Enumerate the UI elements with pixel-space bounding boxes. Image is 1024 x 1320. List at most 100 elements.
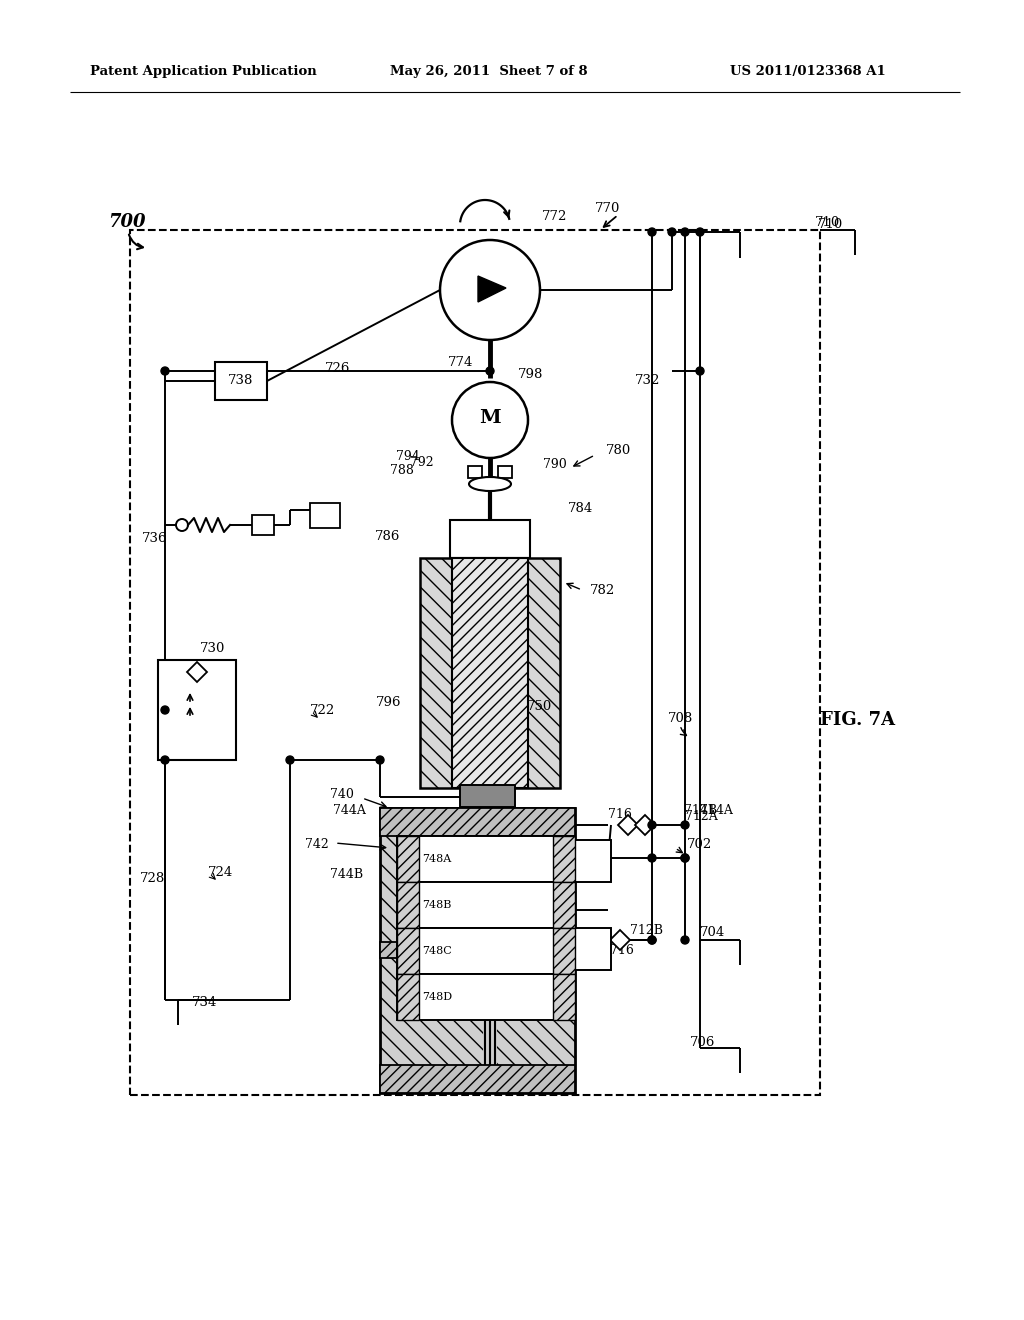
- Text: 746B: 746B: [563, 941, 596, 954]
- Text: 732: 732: [635, 374, 660, 387]
- Text: 708: 708: [668, 711, 693, 725]
- Circle shape: [681, 854, 689, 862]
- Bar: [380, 942, 575, 958]
- Bar: [556, 840, 611, 882]
- Text: 774: 774: [449, 355, 473, 368]
- Circle shape: [440, 240, 540, 341]
- Circle shape: [648, 821, 656, 829]
- Bar: [397, 836, 419, 882]
- Circle shape: [161, 706, 169, 714]
- Text: 730: 730: [200, 642, 225, 655]
- Bar: [452, 558, 528, 788]
- Bar: [380, 1065, 575, 1093]
- Text: 712B: 712B: [630, 924, 663, 936]
- Text: 780: 780: [606, 444, 631, 457]
- Circle shape: [161, 756, 169, 764]
- Text: 712A: 712A: [685, 809, 718, 822]
- Text: 748A: 748A: [422, 854, 452, 865]
- Bar: [380, 808, 575, 836]
- Circle shape: [648, 936, 656, 944]
- Text: 724: 724: [208, 866, 233, 879]
- Text: 702: 702: [687, 838, 713, 851]
- Text: 746B: 746B: [530, 939, 565, 952]
- Text: 786: 786: [375, 531, 400, 544]
- Circle shape: [452, 381, 528, 458]
- Text: 738: 738: [228, 374, 253, 387]
- Text: 722: 722: [310, 704, 335, 717]
- Bar: [556, 928, 611, 970]
- Bar: [460, 785, 515, 807]
- Circle shape: [681, 854, 689, 862]
- Text: 700: 700: [108, 213, 145, 231]
- Text: 714B: 714B: [684, 804, 717, 817]
- Bar: [130, 230, 820, 1096]
- Polygon shape: [635, 814, 655, 836]
- Polygon shape: [610, 931, 630, 950]
- Text: 784: 784: [568, 502, 593, 515]
- Bar: [397, 882, 419, 928]
- Bar: [397, 974, 419, 1020]
- Polygon shape: [478, 276, 506, 302]
- Bar: [252, 515, 274, 535]
- Text: 736: 736: [142, 532, 168, 544]
- Bar: [397, 928, 575, 974]
- Text: 706: 706: [690, 1036, 716, 1049]
- Text: 742: 742: [305, 838, 329, 851]
- Text: 794: 794: [396, 450, 420, 462]
- Bar: [498, 466, 512, 478]
- Text: 716: 716: [610, 944, 634, 957]
- Circle shape: [648, 936, 656, 944]
- Bar: [553, 836, 575, 882]
- Text: 748B: 748B: [422, 900, 452, 909]
- Bar: [553, 974, 575, 1020]
- Text: May 26, 2011  Sheet 7 of 8: May 26, 2011 Sheet 7 of 8: [390, 66, 588, 78]
- Circle shape: [668, 228, 676, 236]
- Bar: [397, 882, 575, 928]
- Text: 710: 710: [818, 218, 843, 231]
- Ellipse shape: [469, 477, 511, 491]
- Text: 726: 726: [325, 362, 350, 375]
- Bar: [468, 466, 482, 478]
- Text: 716: 716: [608, 808, 632, 821]
- Text: 748C: 748C: [422, 946, 452, 956]
- Text: 798: 798: [518, 368, 544, 381]
- Polygon shape: [187, 663, 207, 682]
- Text: Patent Application Publication: Patent Application Publication: [90, 66, 316, 78]
- Bar: [310, 503, 340, 528]
- Circle shape: [681, 936, 689, 944]
- Text: 734: 734: [193, 997, 217, 1010]
- Circle shape: [696, 228, 705, 236]
- Text: 796: 796: [376, 697, 401, 710]
- Circle shape: [681, 821, 689, 829]
- Text: M: M: [479, 409, 501, 426]
- Text: US 2011/0123368 A1: US 2011/0123368 A1: [730, 66, 886, 78]
- Circle shape: [696, 367, 705, 375]
- Text: 746A: 746A: [563, 854, 596, 866]
- Text: 772: 772: [542, 210, 567, 223]
- Text: 728: 728: [140, 871, 165, 884]
- Circle shape: [376, 756, 384, 764]
- Text: 790: 790: [543, 458, 566, 470]
- Bar: [158, 660, 236, 760]
- Text: 704: 704: [700, 925, 725, 939]
- Text: 714A: 714A: [700, 804, 733, 817]
- Text: 744B: 744B: [330, 869, 364, 882]
- Text: FIG. 7A: FIG. 7A: [820, 711, 895, 729]
- Polygon shape: [618, 814, 638, 836]
- Text: 782: 782: [590, 583, 615, 597]
- Bar: [553, 882, 575, 928]
- Circle shape: [648, 854, 656, 862]
- Text: 744A: 744A: [333, 804, 366, 817]
- Bar: [553, 928, 575, 974]
- Circle shape: [681, 228, 689, 236]
- Text: 788: 788: [390, 465, 414, 478]
- Circle shape: [286, 756, 294, 764]
- Bar: [380, 808, 575, 1093]
- Bar: [397, 928, 419, 974]
- Text: 746A: 746A: [530, 838, 565, 851]
- Bar: [215, 362, 267, 400]
- Circle shape: [486, 367, 494, 375]
- Text: 770: 770: [595, 202, 621, 214]
- Text: 710: 710: [815, 215, 841, 228]
- Text: 750: 750: [527, 700, 552, 713]
